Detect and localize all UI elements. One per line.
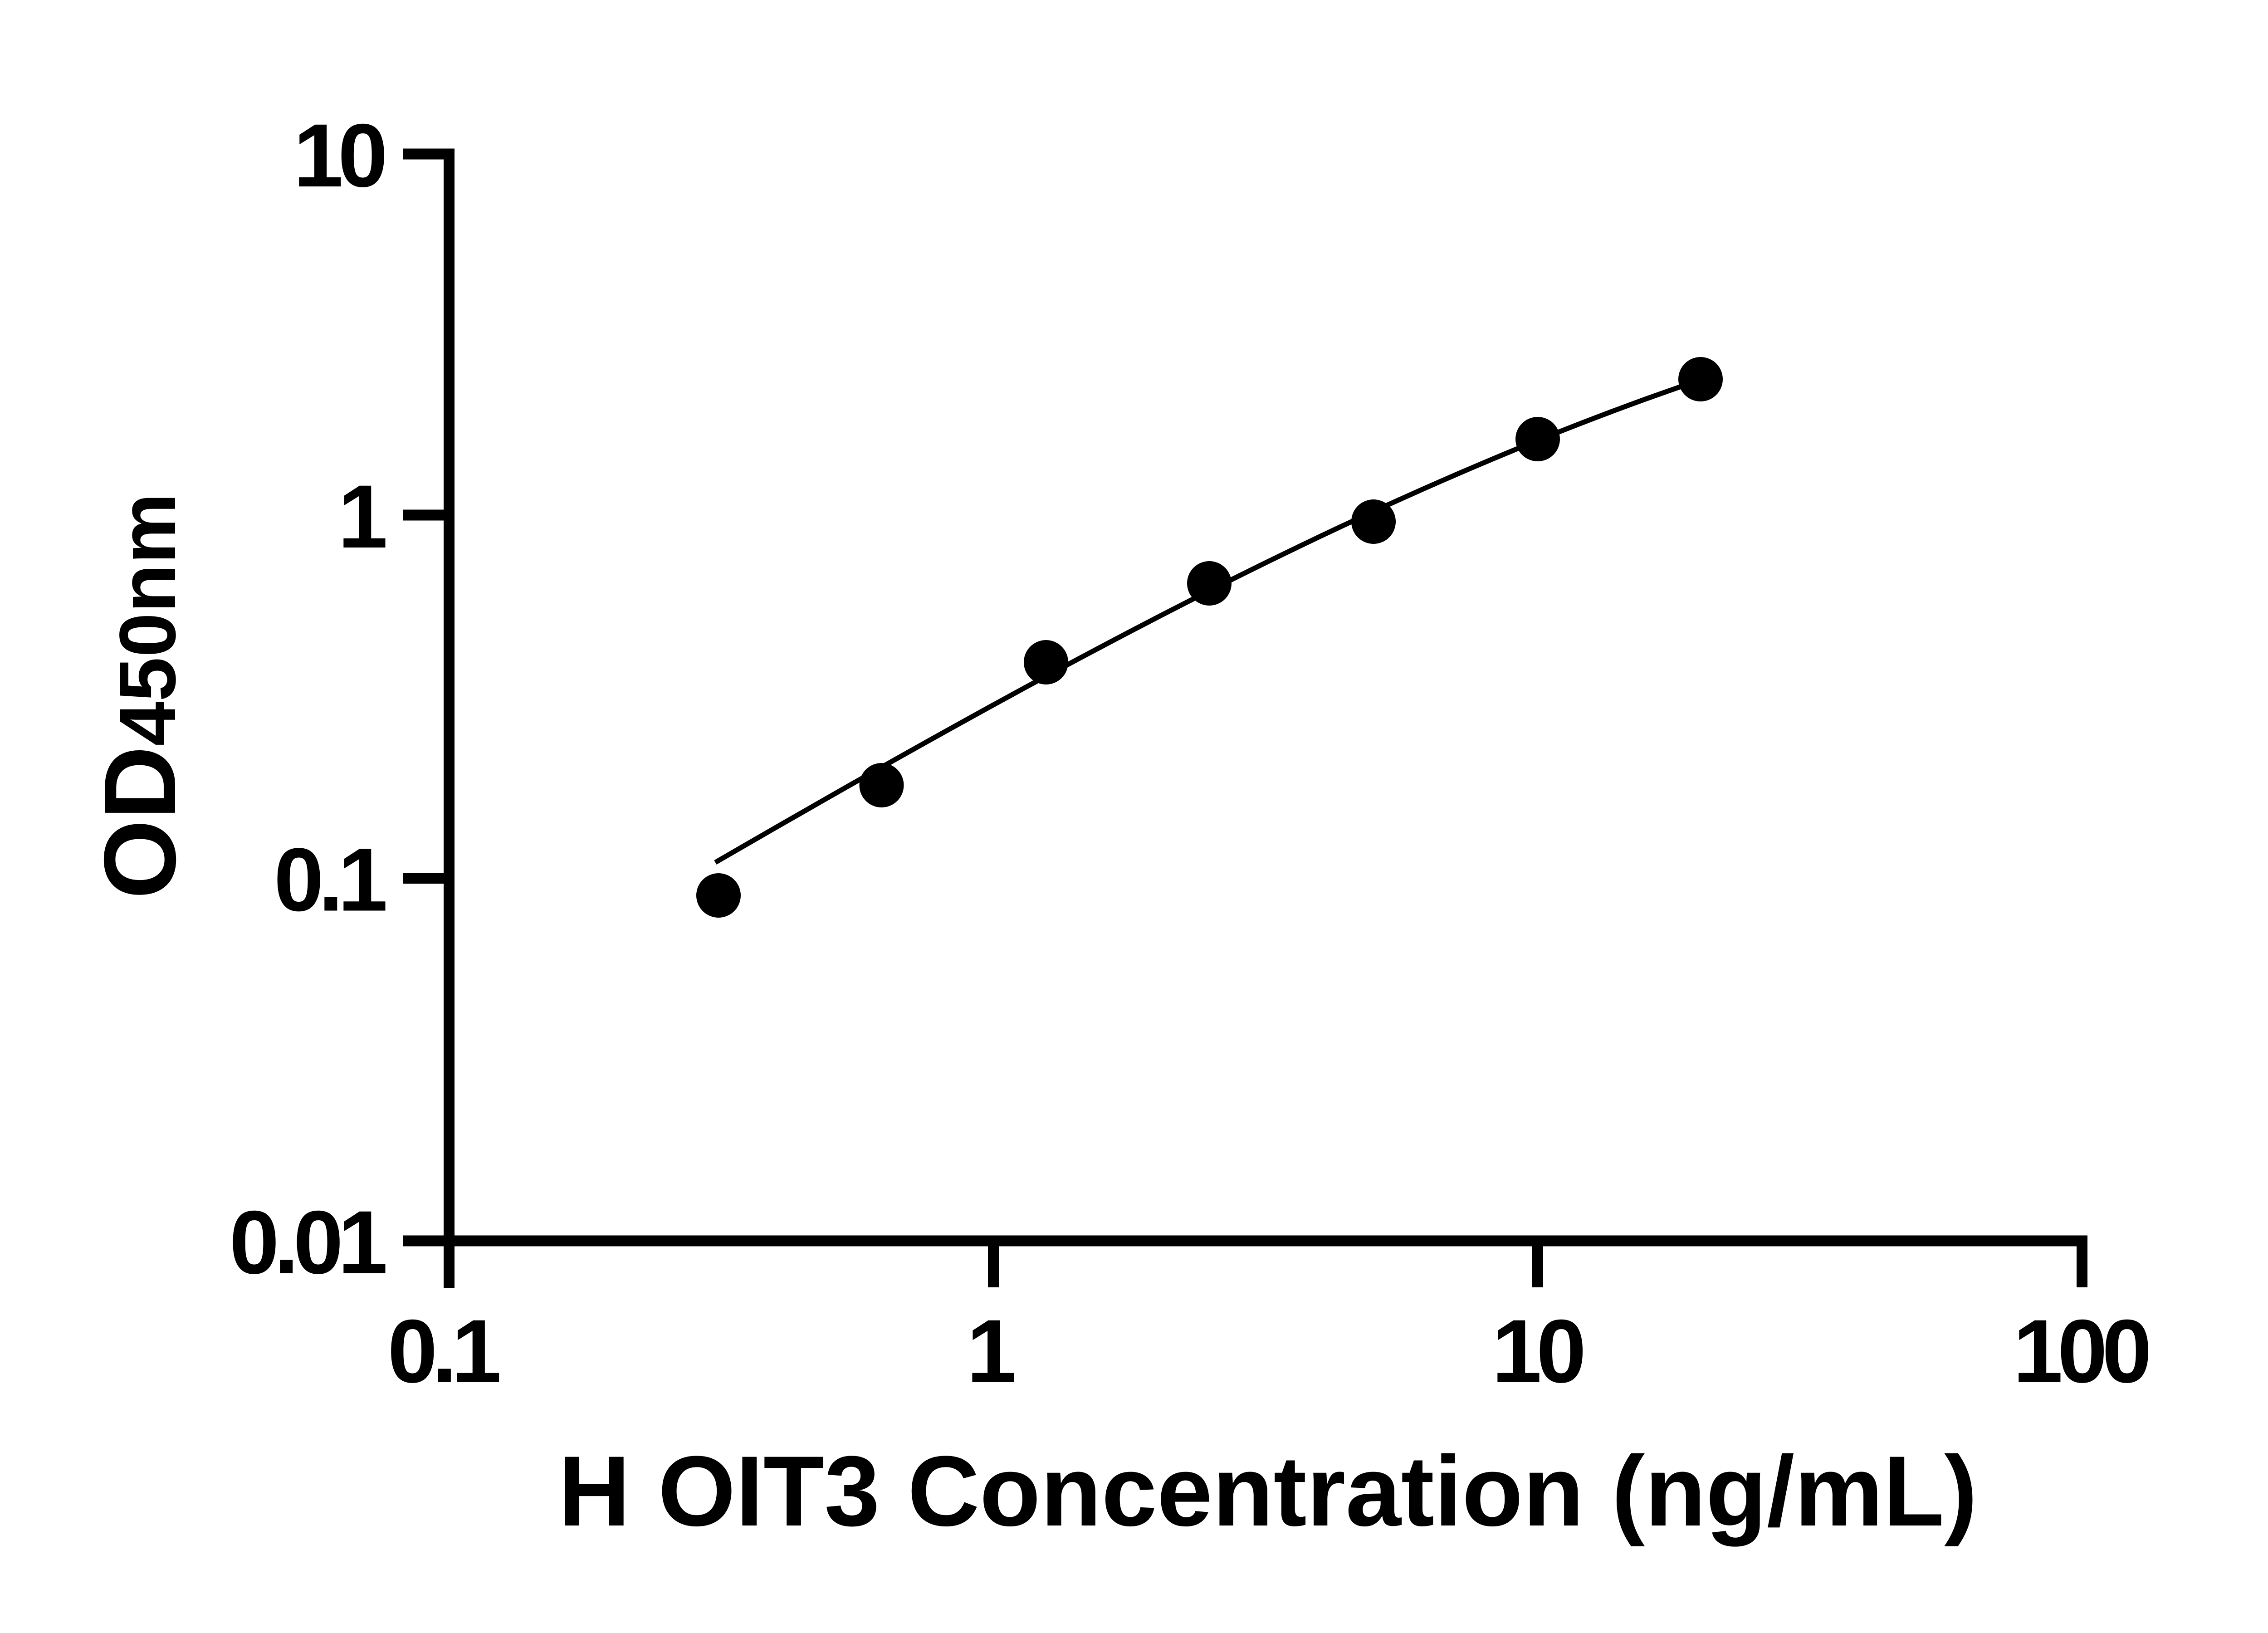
svg-text:10: 10 [1492,1301,1583,1401]
svg-text:10: 10 [293,105,384,205]
svg-text:OD450nm: OD450nm [83,493,197,899]
svg-text:0.01: 0.01 [230,1192,386,1292]
svg-text:H OIT3 Concentration (ng/mL): H OIT3 Concentration (ng/mL) [558,1435,1978,1547]
svg-text:0.1: 0.1 [274,830,386,930]
svg-text:1: 1 [338,466,386,567]
svg-text:100: 100 [2013,1301,2148,1401]
svg-text:0.1: 0.1 [387,1301,499,1401]
svg-text:1: 1 [967,1301,1014,1401]
